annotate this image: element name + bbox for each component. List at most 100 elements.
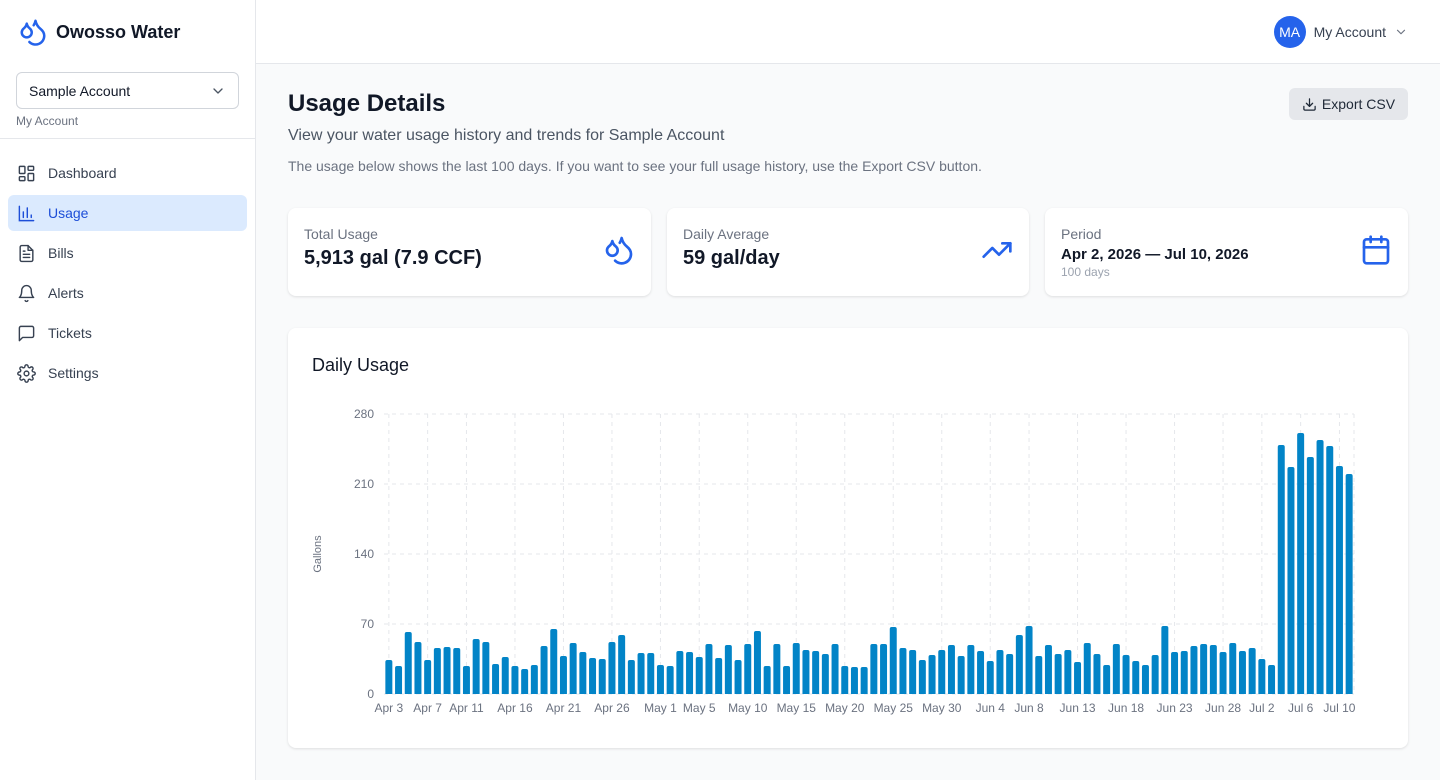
chart-bar: [424, 660, 432, 694]
chart-bar: [1229, 643, 1237, 694]
chart-bar: [792, 643, 800, 694]
sidebar-item-label: Settings: [48, 365, 99, 381]
chart-bar: [909, 650, 917, 694]
chart-bar: [1112, 644, 1120, 694]
chart-bar: [802, 650, 810, 694]
sidebar-item-label: Tickets: [48, 325, 92, 341]
x-tick-label: May 20: [825, 701, 865, 715]
chart-bar: [540, 646, 548, 694]
sidebar: Owosso Water Sample Account My Account D…: [0, 0, 256, 780]
chart-bar: [996, 650, 1004, 694]
stat-card-total-usage: Total Usage 5,913 gal (7.9 CCF): [288, 208, 651, 296]
chart-bar: [453, 648, 461, 694]
chart-bar: [395, 666, 403, 694]
chart-bar: [530, 665, 538, 694]
chart-bar: [744, 644, 752, 694]
chart-bar: [462, 666, 470, 694]
chart-bar: [695, 657, 703, 694]
x-tick-label: Jul 10: [1323, 701, 1355, 715]
chart-bar: [1044, 645, 1052, 694]
x-tick-label: Jun 8: [1014, 701, 1044, 715]
chart-bar: [1248, 648, 1256, 694]
x-tick-label: Jun 18: [1108, 701, 1144, 715]
chart-bar: [482, 642, 490, 694]
brand[interactable]: Owosso Water: [0, 0, 255, 64]
chart-bar: [753, 631, 761, 694]
y-tick-label: 280: [354, 407, 374, 421]
stat-subtext: 100 days: [1061, 265, 1110, 279]
stat-value: 59 gal/day: [683, 247, 780, 269]
x-tick-label: May 25: [874, 701, 914, 715]
chart-bar: [821, 654, 829, 694]
chart-bar: [841, 666, 849, 694]
chart-title: Daily Usage: [312, 355, 410, 375]
chart-bar: [501, 657, 509, 694]
x-tick-label: Apr 3: [375, 701, 404, 715]
x-tick-label: May 30: [922, 701, 962, 715]
top-bar: MA My Account: [256, 0, 1440, 64]
chart-bar: [1122, 655, 1130, 694]
chart-bar: [433, 648, 441, 694]
chart-bar: [773, 644, 781, 694]
chart-bar: [1180, 651, 1188, 694]
stat-label: Period: [1061, 226, 1102, 242]
x-tick-label: Jun 23: [1157, 701, 1193, 715]
brand-name: Owosso Water: [56, 21, 181, 42]
chart-bar: [870, 644, 878, 694]
chart-bar: [977, 651, 985, 694]
chevron-down-icon: [1396, 29, 1406, 35]
sidebar-item-dashboard[interactable]: Dashboard: [8, 155, 247, 191]
chart-bar: [705, 644, 713, 694]
stat-card-period: Period Apr 2, 2026 — Jul 10, 2026 100 da…: [1045, 208, 1408, 296]
chart-bar: [763, 666, 771, 694]
chart-bar: [1345, 474, 1353, 694]
export-csv-button[interactable]: Export CSV: [1289, 88, 1408, 120]
chart-bar: [1258, 659, 1266, 694]
x-tick-label: Apr 11: [449, 701, 484, 715]
chart-bar: [1297, 433, 1305, 694]
sidebar-item-usage[interactable]: Usage: [8, 195, 247, 231]
chart-bar: [1219, 652, 1227, 694]
chart-bar: [1316, 440, 1324, 694]
y-tick-label: 140: [354, 547, 374, 561]
chart-bar: [521, 669, 529, 694]
chart-bar: [385, 660, 393, 694]
chart-bar: [589, 658, 597, 694]
chart-bar: [1006, 654, 1014, 694]
avatar: MA: [1273, 16, 1306, 48]
chart-bar: [1015, 635, 1023, 694]
sidebar-item-alerts[interactable]: Alerts: [8, 275, 247, 311]
y-tick-label: 70: [361, 617, 375, 631]
daily-usage-chart: 0 70 140 210 280 Apr 3 Apr 7 Apr 11 Apr 16 Apr 21…: [312, 407, 1356, 715]
stat-card-daily-average: Daily Average 59 gal/day: [667, 208, 1029, 296]
chart-bar: [1306, 457, 1314, 694]
chart-bar: [559, 656, 567, 694]
sidebar-item-bills[interactable]: Bills: [8, 235, 247, 271]
chart-bar: [1103, 665, 1111, 694]
chart-bar: [472, 639, 480, 694]
chart-bar: [550, 629, 558, 694]
stat-label: Daily Average: [683, 226, 770, 242]
account-select[interactable]: Sample Account: [16, 72, 239, 109]
chart-bar: [986, 661, 994, 694]
chart-bar: [957, 656, 965, 694]
stat-value: 5,913 gal (7.9 CCF): [304, 247, 482, 269]
x-tick-label: Jun 4: [976, 701, 1006, 715]
chart-bar: [1200, 644, 1208, 694]
sidebar-item-settings[interactable]: Settings: [8, 355, 247, 391]
chart-bar: [860, 667, 868, 694]
chart-bar: [443, 647, 451, 694]
user-menu[interactable]: MA My Account: [1273, 16, 1408, 48]
chat-icon: [18, 325, 35, 341]
x-tick-label: May 1: [644, 701, 677, 715]
sidebar-item-tickets[interactable]: Tickets: [8, 315, 247, 351]
chart-bar: [1161, 626, 1169, 694]
chart-bar: [1209, 645, 1217, 694]
sidebar-item-label: Bills: [48, 245, 74, 261]
chart-bar: [637, 653, 645, 694]
x-tick-label: Jun 28: [1205, 701, 1241, 715]
sidebar-item-label: Alerts: [48, 285, 84, 301]
page-note: The usage below shows the last 100 days.…: [288, 158, 982, 174]
chart-bar: [1035, 656, 1043, 694]
chart-bar: [1151, 655, 1159, 694]
